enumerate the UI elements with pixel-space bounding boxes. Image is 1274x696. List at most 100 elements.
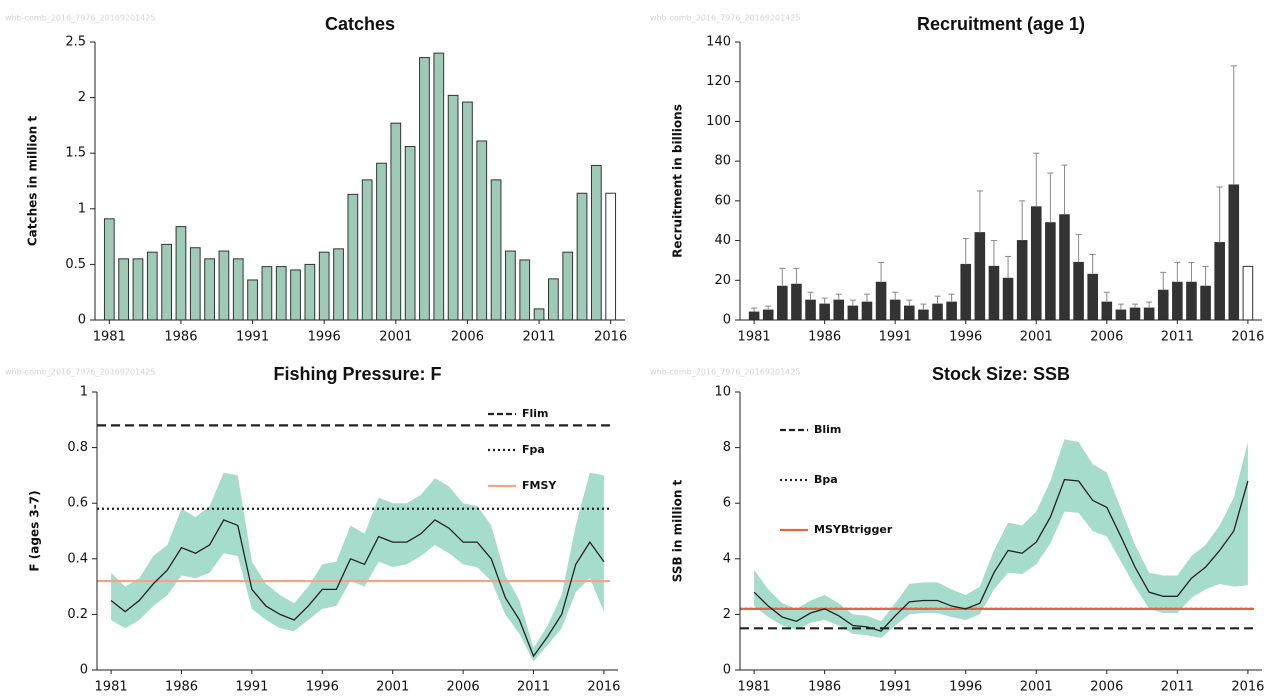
bar [1157,289,1169,321]
chart-title: Stock Size: SSB [932,364,1070,384]
bar [1059,214,1070,321]
bar [791,283,802,321]
bar [974,232,986,321]
bar [505,250,516,321]
bar [218,250,230,321]
error-bar [906,299,913,307]
bar [304,263,316,321]
x-tick-label: 2011 [517,680,550,695]
x-tick-label: 1986 [165,680,198,695]
y-tick-label: 80 [714,154,731,169]
error-bar [1230,65,1237,185]
x-tick-label: 1981 [738,680,771,695]
x-tick-label: 1991 [879,330,912,345]
x-tick-label: 2016 [1231,680,1264,695]
bar [904,305,915,321]
bar [1030,206,1042,321]
y-tick-label: 0.2 [67,607,88,622]
x-tick-label: 2006 [1090,680,1123,695]
bar [333,248,344,321]
bar [476,140,488,321]
chart-title: Fishing Pressure: F [273,364,441,384]
x-tick-label: 2016 [1231,330,1264,345]
x-tick-label: 1986 [808,680,841,695]
bar [777,285,788,321]
y-tick-label: 0.8 [67,440,88,455]
error-bar [793,267,800,285]
error-bar [892,291,899,301]
y-tick-label: 8 [723,440,731,455]
panel: whb-comb_2016_7976_20169201425 Catches Cat… [5,14,627,345]
error-bar [807,291,814,301]
bar [347,193,359,321]
y-tick-label: 2 [78,90,86,105]
y-axis-label: SSB in million t [671,479,685,582]
y-tick-label: 40 [714,233,731,248]
legend-label: FMSY [522,479,557,492]
bar [204,258,215,321]
bar [103,218,115,321]
x-tick-label: 1986 [164,330,197,345]
bar [1228,184,1240,321]
bar [247,279,258,321]
bar [447,94,459,321]
bar [1087,273,1098,321]
bar [490,179,502,321]
confidence-band [111,472,604,662]
y-tick-label: 0 [723,313,731,328]
x-tick-label: 1991 [879,680,912,695]
bar [988,265,1000,321]
y-tick-label: 2.5 [65,35,86,50]
bar [1016,240,1028,321]
bar [918,309,929,321]
x-tick-label: 2001 [1020,330,1053,345]
error-bar [849,299,856,307]
bar [404,146,416,321]
bar [390,122,402,321]
y-tick-label: 0.5 [65,257,86,272]
error-bar [751,307,758,313]
bar [833,299,845,321]
y-tick-label: 20 [714,273,731,288]
error-bar [878,261,885,283]
error-bar [765,305,772,311]
bar [562,251,574,321]
bar [533,308,545,321]
y-tick-label: 0.4 [67,551,88,566]
bar [161,243,172,321]
y-tick-label: 0 [723,663,731,678]
error-bar [1160,271,1167,291]
bar [462,101,473,321]
error-bar [1216,186,1223,243]
watermark: whb-comb_2016_7976_20169201425 [5,368,155,377]
y-tick-label: 10 [714,385,731,400]
error-bar [990,240,997,267]
bar [748,311,760,321]
legend-label: Bpa [814,473,838,486]
error-bar [821,297,828,305]
bar [1242,265,1254,321]
bar [1200,285,1211,321]
watermark: whb-comb_2016_7976_20169201425 [650,368,800,377]
x-tick-label: 2001 [379,330,412,345]
bar [875,281,887,321]
x-tick-label: 2006 [1090,330,1123,345]
x-tick-label: 1986 [808,330,841,345]
y-tick-label: 120 [706,74,731,89]
y-axis-label: Recruitment in billions [671,104,685,258]
bar [762,309,774,321]
x-tick-label: 2016 [587,680,620,695]
bar [960,263,972,321]
error-bar [1089,253,1096,275]
error-bar [1033,152,1040,207]
error-bar [1174,261,1181,283]
x-tick-label: 1981 [93,330,126,345]
y-axis-label: Catches in million t [26,116,40,247]
panel: whb-comb_2016_7976_20169201425 Fishing Pr… [5,364,620,695]
bar [847,305,859,321]
bar [361,179,373,321]
bar [1186,281,1197,321]
error-bar [1117,303,1124,311]
bar [419,57,430,321]
